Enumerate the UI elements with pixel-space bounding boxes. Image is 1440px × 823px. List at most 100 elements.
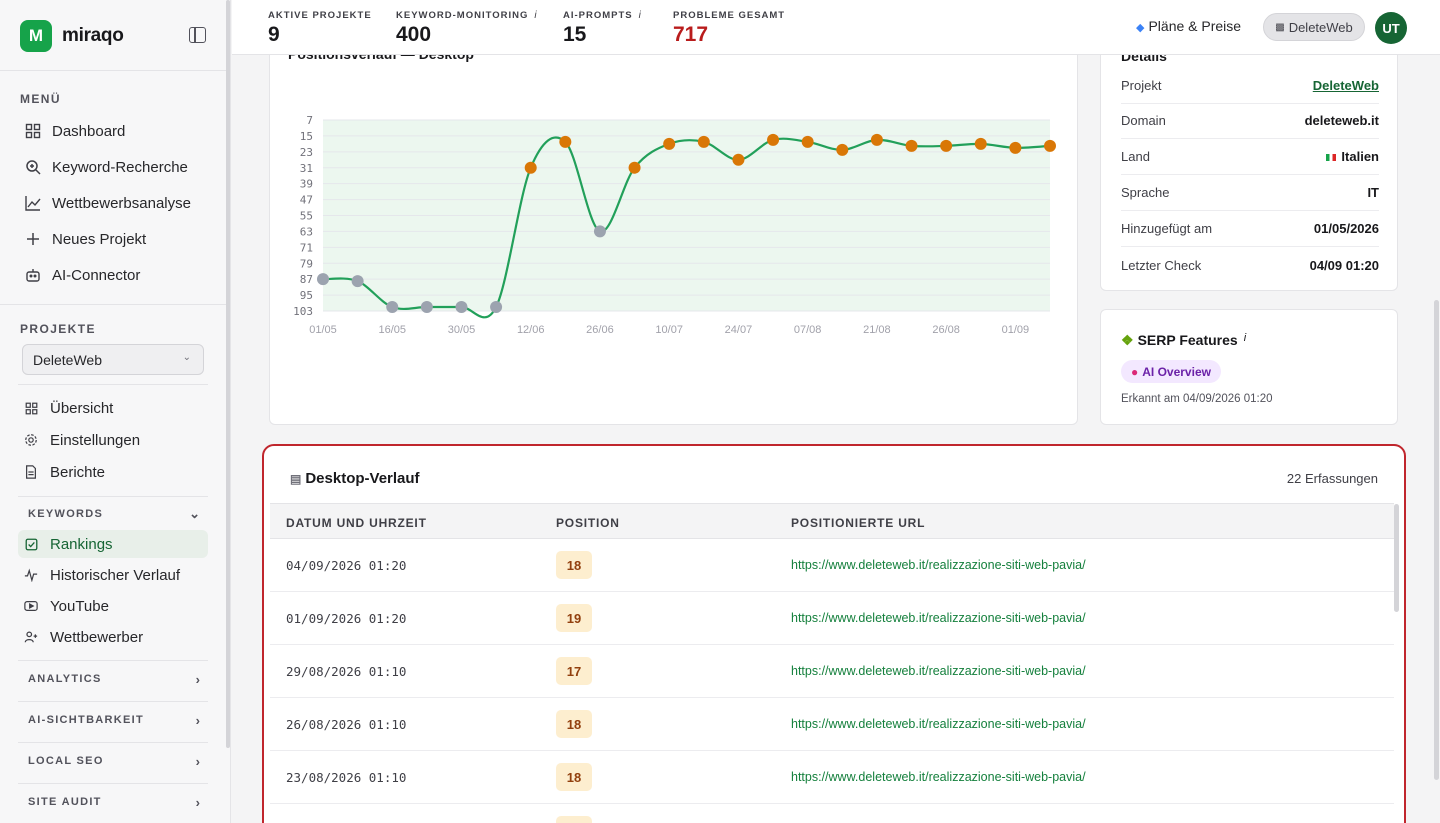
nav-keyword-recherche[interactable]: Keyword-Recherche <box>18 151 208 183</box>
nav-label: YouTube <box>50 597 109 615</box>
nav-rankings[interactable]: Rankings <box>18 530 208 558</box>
table-header: DATUM UND UHRZEIT POSITION POSITIONIERTE… <box>270 503 1394 539</box>
row-url-link[interactable]: https://www.deleteweb.it/realizzazione-s… <box>791 664 1086 678</box>
position-badge: 18 <box>556 551 592 579</box>
data-point <box>663 137 676 150</box>
chevron-down-icon: ⌄ <box>189 506 200 521</box>
project-select[interactable]: DeleteWeb ⌄ <box>22 344 204 375</box>
position-chart-card: Positionsverlauf — Desktop 7152331394755… <box>269 35 1078 425</box>
table-row: 29/08/2026 01:10 17 https://www.deletewe… <box>270 645 1394 698</box>
row-datetime: 01/09/2026 01:20 <box>286 611 407 626</box>
divider <box>18 660 208 661</box>
checkbox-icon <box>24 537 38 551</box>
nav-ai-connector[interactable]: AI-Connector <box>18 259 208 291</box>
users-icon <box>24 630 38 644</box>
avatar[interactable]: UT <box>1375 12 1407 44</box>
nav-einstellungen[interactable]: Einstellungen <box>18 426 208 454</box>
stat-label: PROBLEME GESAMT <box>673 10 786 21</box>
group-label: LOCAL SEO <box>28 755 104 767</box>
nav-uebersicht[interactable]: Übersicht <box>18 394 208 422</box>
building-icon: ▩ <box>1275 21 1285 33</box>
serp-detected-date: Erkannt am 04/09/2026 01:20 <box>1121 393 1273 405</box>
nav-neues-projekt[interactable]: Neues Projekt <box>18 223 208 255</box>
brand-logo[interactable]: M miraqo <box>20 19 210 53</box>
table-scrollbar[interactable] <box>1394 504 1399 612</box>
stat-value: 717 <box>673 23 709 46</box>
logo-mark-icon: M <box>20 20 52 52</box>
table-row: 01/09/2026 01:20 19 https://www.deletewe… <box>270 592 1394 645</box>
nav-historischer-verlauf[interactable]: Historischer Verlauf <box>18 561 208 589</box>
divider <box>18 783 208 784</box>
data-point <box>593 225 606 238</box>
history-title-row: ▤ Desktop-Verlauf <box>290 470 420 487</box>
nav-wettbewerber[interactable]: Wettbewerber <box>18 623 208 651</box>
nav-dashboard[interactable]: Dashboard <box>18 115 208 147</box>
x-tick-label: 26/06 <box>586 324 614 336</box>
stat-ai-prompts: AI-PROMPTS i 15 <box>563 10 642 47</box>
info-icon[interactable]: i <box>534 10 538 21</box>
info-icon[interactable]: i <box>638 10 642 21</box>
y-tick-label: 87 <box>300 273 313 286</box>
row-url-link[interactable]: https://www.deleteweb.it/realizzazione-s… <box>791 717 1086 731</box>
main-scrollbar[interactable] <box>1434 300 1439 780</box>
divider <box>18 384 208 385</box>
data-point <box>1009 141 1022 154</box>
column-header-position: POSITION <box>556 516 620 530</box>
group-label: KEYWORDS <box>28 508 104 520</box>
gear-icon <box>24 433 38 447</box>
projects-section-label: PROJEKTE <box>20 322 96 336</box>
site-audit-group-header[interactable]: SITE AUDIT › <box>28 792 200 812</box>
data-point <box>974 137 987 150</box>
nav-youtube[interactable]: YouTube <box>18 592 208 620</box>
nav-berichte[interactable]: Berichte <box>18 458 208 486</box>
chevron-right-icon: › <box>195 794 200 810</box>
nav-wettbewerbsanalyse[interactable]: Wettbewerbsanalyse <box>18 187 208 219</box>
data-point <box>455 301 468 314</box>
row-url-link[interactable]: https://www.deleteweb.it/realizzazione-s… <box>791 611 1086 625</box>
search-icon <box>24 158 42 176</box>
detail-value: Italien <box>1341 149 1379 164</box>
y-tick-label: 71 <box>300 241 313 254</box>
plans-label: Pläne & Preise <box>1148 18 1242 34</box>
detail-key: Land <box>1121 149 1150 164</box>
italy-flag-icon <box>1326 154 1337 162</box>
stat-label-row: KEYWORD-MONITORING i <box>396 10 538 21</box>
sidebar-toggle-icon[interactable] <box>189 27 206 43</box>
ai-sichtbarkeit-group-header[interactable]: AI-SICHTBARKEIT › <box>28 710 200 730</box>
y-tick-label: 55 <box>300 210 313 223</box>
project-chip-label: DeleteWeb <box>1288 19 1353 35</box>
project-select-value: DeleteWeb <box>33 351 103 368</box>
project-chip[interactable]: ▩ DeleteWeb <box>1263 13 1365 41</box>
detail-value-land: Italien <box>1326 149 1379 164</box>
row-datetime: 29/08/2026 01:10 <box>286 664 407 679</box>
position-badge: 18 <box>556 710 592 738</box>
analytics-group-header[interactable]: ANALYTICS › <box>28 669 200 689</box>
calendar-icon: ▤ <box>290 472 302 486</box>
serp-feature-label: AI Overview <box>1142 364 1211 379</box>
detail-row-sprache: Sprache IT <box>1121 175 1379 211</box>
nav-label: Neues Projekt <box>52 230 147 248</box>
serp-title-row: ❖ SERP Features i <box>1121 332 1246 349</box>
stat-value: 400 <box>396 23 432 46</box>
top-stats-bar: AKTIVE PROJEKTE 9 KEYWORD-MONITORING i 40… <box>232 0 1440 55</box>
local-seo-group-header[interactable]: LOCAL SEO › <box>28 751 200 771</box>
row-url-link[interactable]: https://www.deleteweb.it/realizzazione-s… <box>791 558 1086 572</box>
keywords-group-header[interactable]: KEYWORDS ⌄ <box>28 504 200 524</box>
position-badge: 18 <box>556 763 592 791</box>
info-icon[interactable]: i <box>1243 332 1247 344</box>
data-point <box>732 153 745 166</box>
detail-project-link[interactable]: DeleteWeb <box>1312 78 1379 93</box>
chevron-right-icon: › <box>195 712 200 728</box>
sidebar-scrollbar[interactable] <box>226 0 230 748</box>
sidebar: M miraqo MENÜ Dashboard Keyword-Recherch… <box>0 0 231 823</box>
data-point <box>697 135 710 148</box>
y-tick-label: 7 <box>306 114 313 127</box>
x-tick-label: 01/05 <box>309 324 337 336</box>
chevron-right-icon: › <box>195 671 200 687</box>
x-tick-label: 24/07 <box>725 324 753 336</box>
nav-label: Einstellungen <box>50 431 141 449</box>
plans-pricing-link[interactable]: ◆ Pläne & Preise <box>1136 18 1241 34</box>
data-point <box>317 273 329 286</box>
row-url-link[interactable]: https://www.deleteweb.it/realizzazione-s… <box>791 770 1086 784</box>
position-chart: 7 15 23 31 39 47 55 63 71 79 87 95 103 01/05 16/05 30/0… <box>293 114 1056 336</box>
